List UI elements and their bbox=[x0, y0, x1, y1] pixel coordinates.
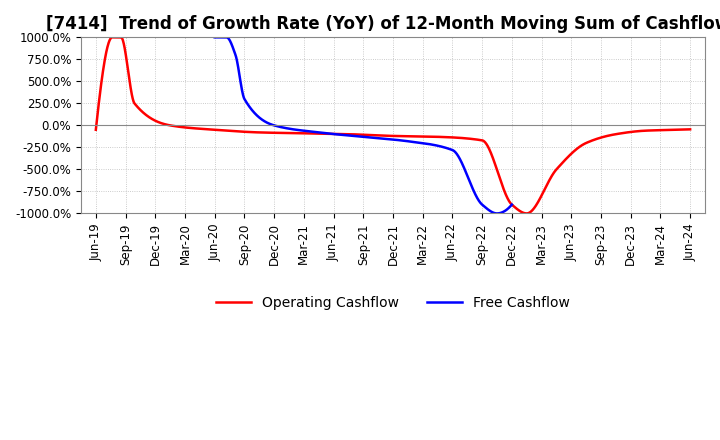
Operating Cashflow bbox=[365, 132, 374, 138]
Title: [7414]  Trend of Growth Rate (YoY) of 12-Month Moving Sum of Cashflows: [7414] Trend of Growth Rate (YoY) of 12-… bbox=[46, 15, 720, 33]
Line: Free Cashflow: Free Cashflow bbox=[215, 37, 512, 213]
Free Cashflow bbox=[492, 211, 501, 216]
Free Cashflow bbox=[210, 35, 219, 40]
Operating Cashflow bbox=[108, 35, 117, 40]
Free Cashflow bbox=[347, 133, 356, 138]
Free Cashflow bbox=[508, 202, 516, 207]
Operating Cashflow bbox=[522, 211, 531, 216]
Operating Cashflow bbox=[381, 133, 390, 138]
Operating Cashflow bbox=[686, 127, 695, 132]
Operating Cashflow bbox=[122, 56, 131, 62]
Free Cashflow bbox=[499, 209, 508, 215]
Operating Cashflow bbox=[669, 127, 678, 132]
Line: Operating Cashflow: Operating Cashflow bbox=[96, 37, 690, 213]
Operating Cashflow bbox=[560, 158, 569, 163]
Free Cashflow bbox=[225, 38, 234, 43]
Free Cashflow bbox=[499, 209, 508, 214]
Operating Cashflow bbox=[91, 127, 100, 132]
Free Cashflow bbox=[355, 134, 364, 139]
Legend: Operating Cashflow, Free Cashflow: Operating Cashflow, Free Cashflow bbox=[211, 291, 575, 316]
Free Cashflow bbox=[444, 146, 453, 151]
Operating Cashflow bbox=[669, 127, 678, 132]
